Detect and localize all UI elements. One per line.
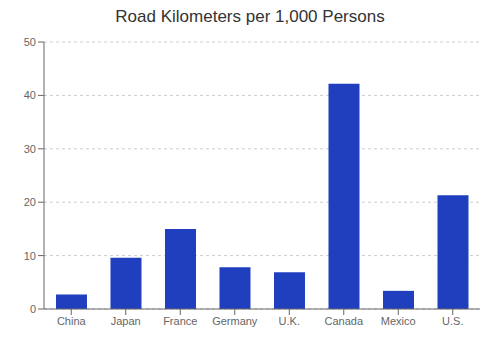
svg-text:U.K.: U.K.	[279, 315, 300, 327]
svg-text:0: 0	[30, 303, 36, 315]
svg-text:France: France	[163, 315, 197, 327]
svg-text:Mexico: Mexico	[381, 315, 416, 327]
svg-text:40: 40	[24, 89, 36, 101]
svg-text:10: 10	[24, 250, 36, 262]
svg-text:Canada: Canada	[324, 315, 363, 327]
svg-text:Japan: Japan	[111, 315, 141, 327]
svg-text:Germany: Germany	[212, 315, 258, 327]
html-text:Road Kilometers per 1,000 Pers: Road Kilometers per 1,000 Persons	[115, 7, 385, 26]
svg-text:50: 50	[24, 36, 36, 48]
svg-text:30: 30	[24, 143, 36, 155]
svg-text:U.S.: U.S.	[442, 315, 463, 327]
svg-text:China: China	[57, 315, 87, 327]
svg-text:20: 20	[24, 196, 36, 208]
